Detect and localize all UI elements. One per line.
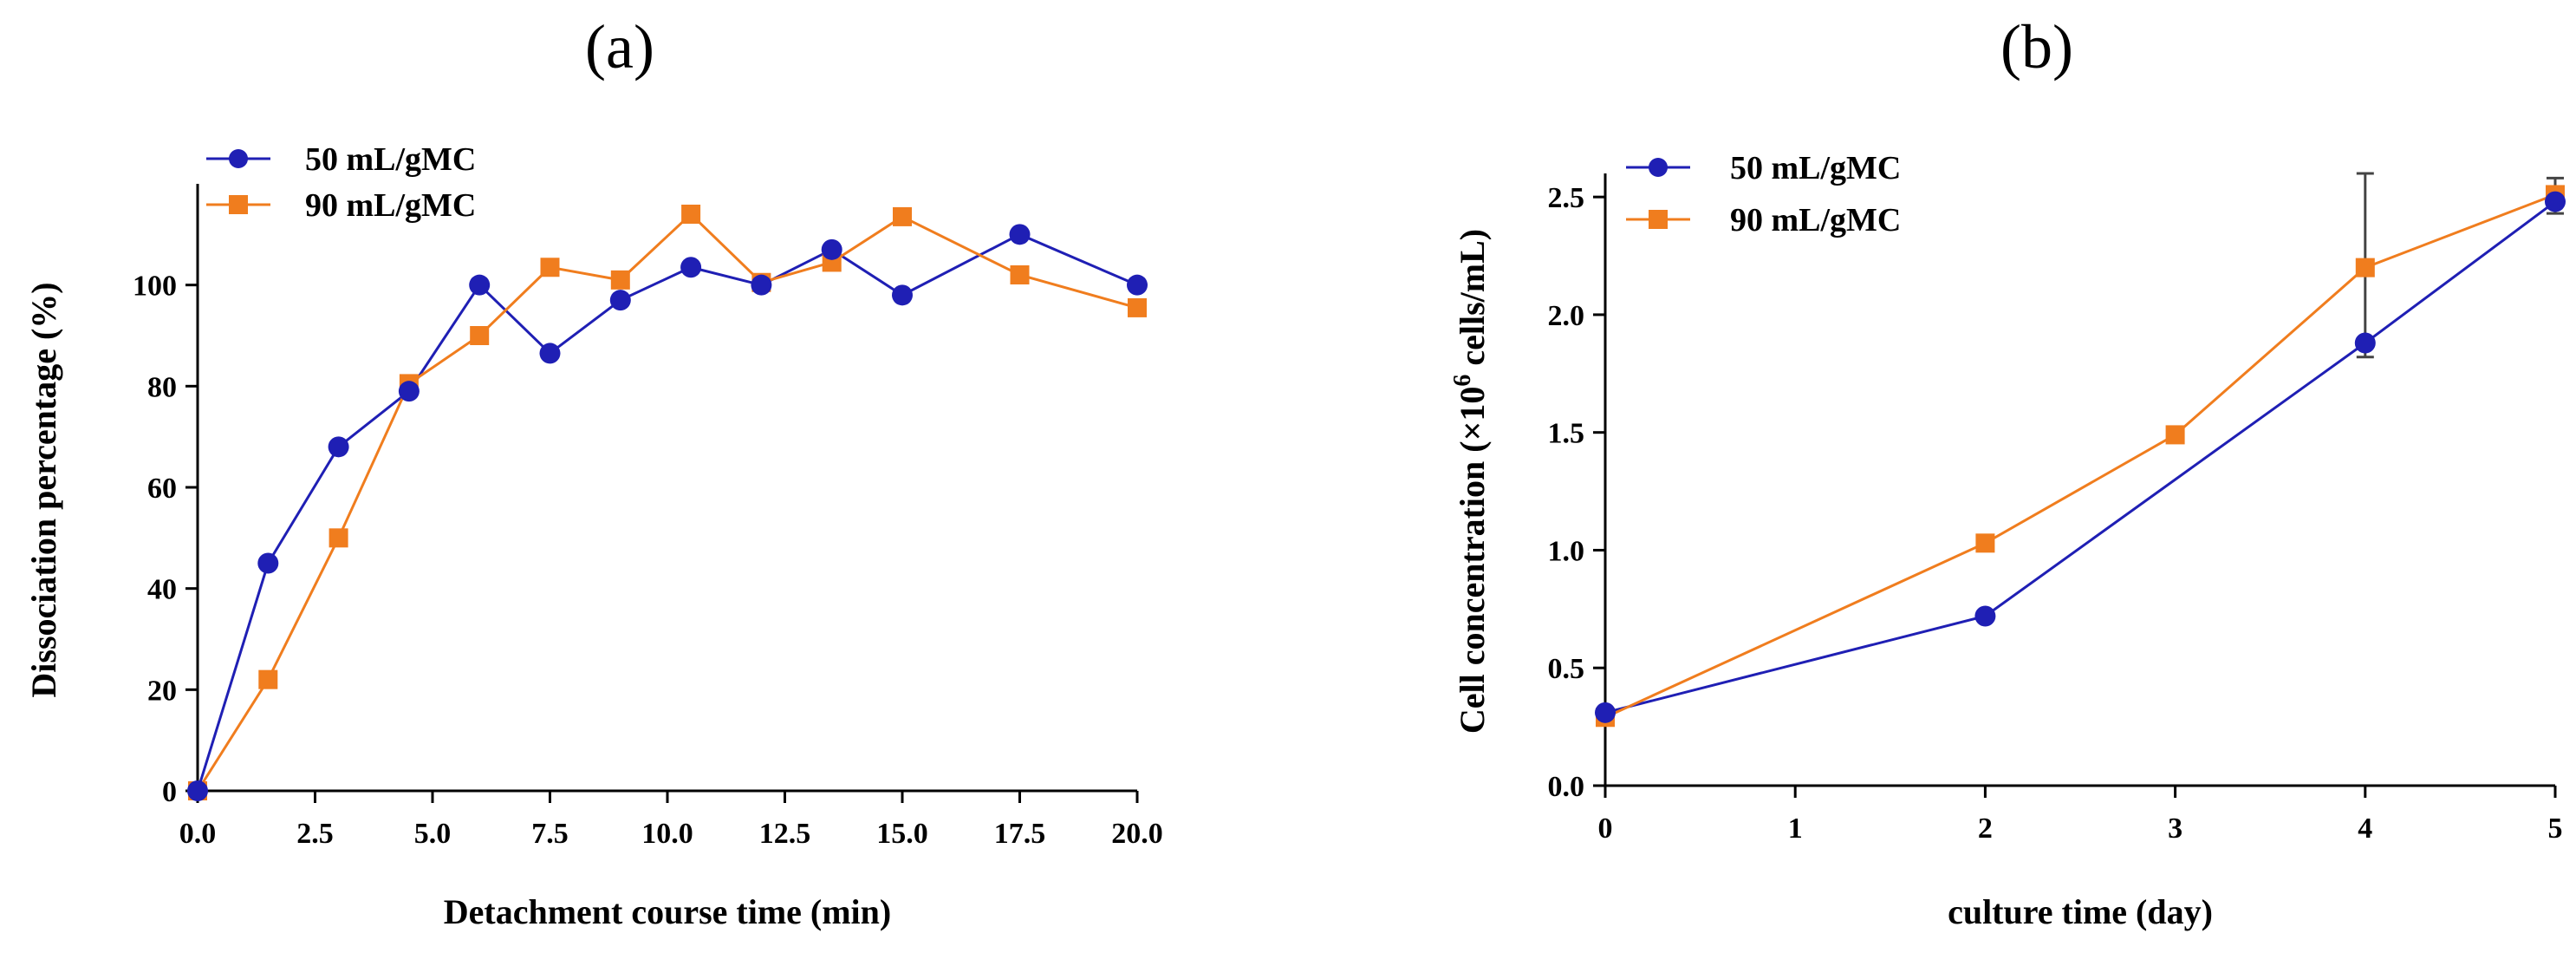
panel-b-series-line-90	[1604, 193, 2556, 719]
panel-b-legend-marker-50	[1649, 158, 1668, 177]
panel-b-y-tick-label: 2.5	[1548, 182, 1585, 214]
panel-a-x-tick-label: 10.0	[641, 818, 693, 850]
panel-a-point-50	[187, 780, 208, 801]
panel-a-point-50	[892, 284, 913, 306]
panel-b-y-title-sup: 6	[1449, 375, 1476, 387]
panel-b-point-50	[1595, 702, 1616, 723]
panel-a-point-50	[398, 381, 420, 402]
panel-a-x-tick-label: 2.5	[296, 818, 334, 850]
panel-b-series	[1595, 172, 2566, 728]
panel-b-legend-label-50: 50 mL/gMC	[1730, 150, 1901, 186]
panel-b-y-title-suffix: cells/mL)	[1453, 229, 1492, 375]
panel-b-legend: 50 mL/gMC 90 mL/gMC	[1626, 150, 1901, 238]
panel-a-legend-marker-50	[229, 149, 248, 168]
panel-b-x-tick-label: 5	[2548, 813, 2563, 845]
panel-b-point-90	[1975, 533, 1995, 553]
panel-b-y-tick-label: 0.5	[1548, 653, 1585, 685]
panel-a-y-tick-label: 100	[133, 271, 177, 303]
panel-a-point-90	[329, 528, 348, 548]
panel-a-series-line-50	[196, 232, 1138, 792]
panel-a-ticks: 0.0 2.5 5.0 7.5 10.0 12.5 15.0 17.5 20.0 0 20 40 60 8…	[133, 271, 1163, 850]
panel-a-label: (a)	[585, 12, 654, 82]
panel-a-point-50	[469, 274, 491, 296]
panel-a-x-tick-label: 5.0	[414, 818, 452, 850]
panel-a-x-axis-title: Detachment course time (min)	[444, 892, 892, 931]
panel-a-point-50	[539, 343, 561, 364]
panel-b-legend-marker-90	[1649, 210, 1668, 229]
panel-a-series	[187, 205, 1148, 801]
panel-a-x-tick-label: 15.0	[876, 818, 928, 850]
panel-b-y-title-prefix: Cell concentration (×10	[1453, 387, 1492, 734]
panel-b-series-line-50	[1604, 200, 2556, 715]
panel-a-point-90	[893, 206, 912, 226]
panel-a-y-tick-label: 20	[147, 675, 177, 707]
panel-a-point-50	[1009, 224, 1031, 245]
panel-b-x-tick-label: 1	[1788, 813, 1803, 845]
panel-b-y-tick-label: 1.0	[1548, 535, 1585, 567]
panel-a-legend-marker-90	[229, 195, 248, 214]
panel-a-x-tick-label: 0.0	[179, 818, 217, 850]
panel-b-y-tick-label: 1.5	[1548, 418, 1585, 450]
panel-a-point-90	[1010, 265, 1030, 284]
panel-b-point-50	[1974, 605, 1996, 627]
panel-a-y-tick-label: 80	[147, 371, 177, 403]
panel-a-legend-label-50: 50 mL/gMC	[305, 141, 476, 178]
panel-a-y-tick-label: 60	[147, 473, 177, 505]
panel-a-x-tick-label: 20.0	[1111, 818, 1163, 850]
panel-a-point-90	[258, 669, 278, 689]
panel-a-point-90	[540, 258, 560, 277]
panel-a-legend-label-90: 90 mL/gMC	[305, 187, 476, 224]
panel-a-point-50	[328, 436, 349, 458]
panel-a-point-90	[681, 205, 701, 224]
panel-b-label: (b)	[2000, 12, 2073, 82]
panel-b-point-90	[2355, 258, 2375, 277]
panel-b-point-90	[2165, 425, 2185, 445]
panel-b-ticks: 0 1 2 3 4 5 0.0 0.5 1.0 1.5 2.0 2.5	[1548, 182, 2563, 845]
panel-a-y-axis-title: Dissociation percentage (%)	[24, 282, 63, 697]
panel-a-y-tick-label: 40	[147, 574, 177, 606]
panel-a-legend: 50 mL/gMC 90 mL/gMC	[206, 141, 476, 224]
panel-a-y-tick-label: 0	[162, 776, 177, 808]
panel-a-point-50	[821, 238, 842, 260]
panel-b-x-tick-label: 3	[2168, 813, 2182, 845]
panel-b-legend-label-90: 90 mL/gMC	[1730, 202, 1901, 238]
panel-b: (b) 0 1 2 3 4 5 0.0 0.5 1.0 1.5 2.0 2.5 culture tim…	[1449, 12, 2566, 931]
panel-a-point-50	[751, 274, 772, 296]
panel-a-series-line-90	[196, 212, 1138, 792]
panel-b-x-axis-title: culture time (day)	[1948, 892, 2213, 931]
panel-b-point-50	[2545, 191, 2566, 212]
panel-b-y-tick-label: 2.0	[1548, 300, 1585, 332]
panel-b-x-tick-label: 4	[2358, 813, 2372, 845]
panel-a-x-tick-label: 7.5	[531, 818, 569, 850]
panel-a-point-50	[680, 257, 702, 278]
panel-b-y-tick-label: 0.0	[1548, 771, 1585, 803]
panel-b-x-tick-label: 2	[1978, 813, 1993, 845]
panel-b-x-tick-label: 0	[1598, 813, 1613, 845]
panel-a-x-tick-label: 17.5	[994, 818, 1046, 850]
panel-a-point-50	[257, 552, 279, 574]
panel-b-point-50	[2354, 332, 2376, 354]
panel-a-point-90	[470, 326, 490, 345]
panel-a-point-90	[1128, 297, 1147, 317]
panel-a-point-50	[609, 290, 631, 311]
panel-a: (a) 0.0 2.5 5.0 7.5 10.0 12.5 15.0 17.5 20.0 0 20 4…	[24, 12, 1163, 931]
panel-a-point-50	[1127, 274, 1148, 296]
panel-b-y-axis-title: Cell concentration (×106 cells/mL)	[1449, 229, 1492, 734]
panel-a-point-90	[610, 270, 630, 290]
panel-a-x-tick-label: 12.5	[759, 818, 811, 850]
